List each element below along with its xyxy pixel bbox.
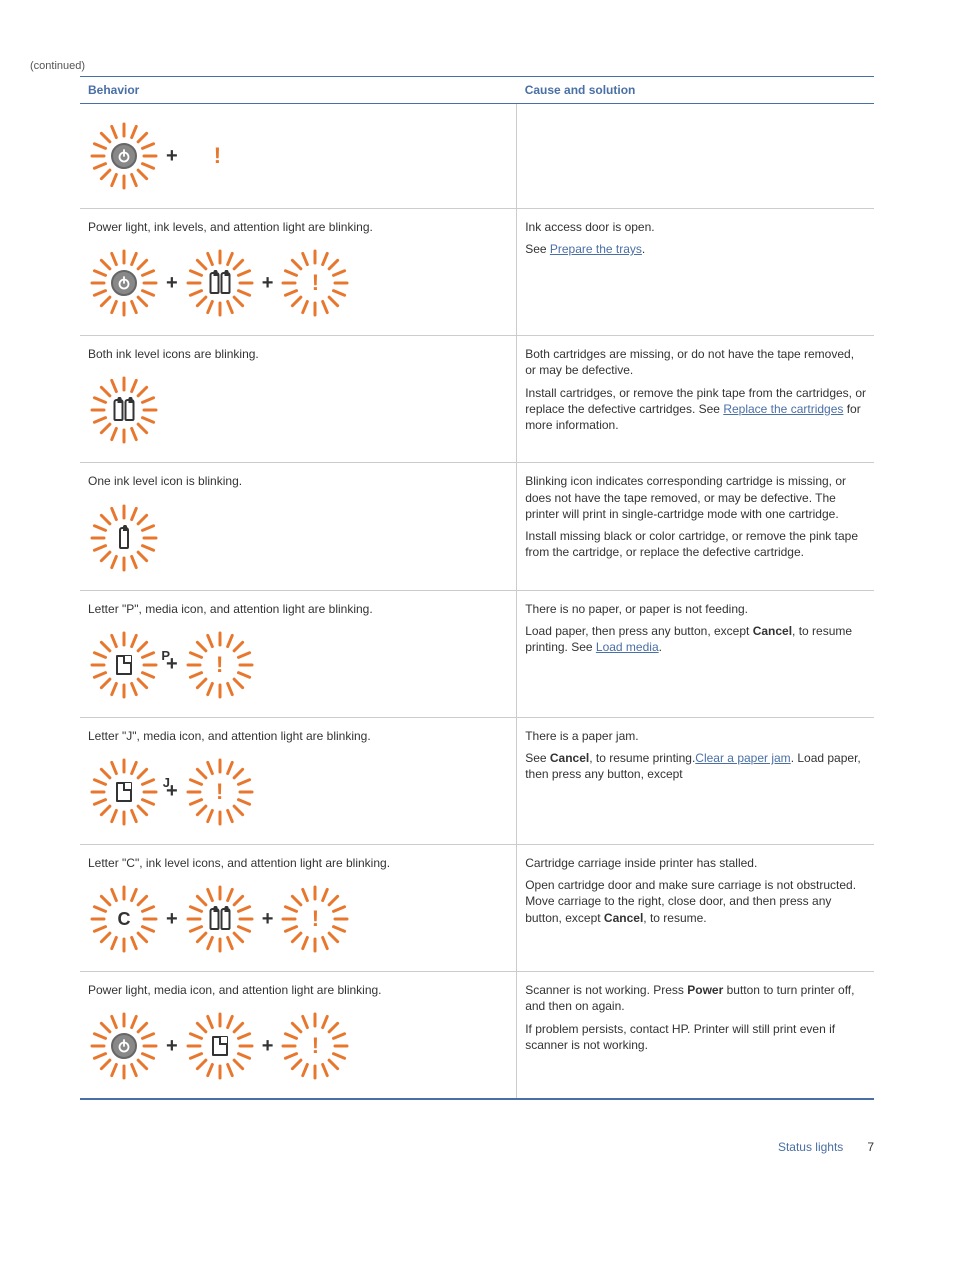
table-row: Power light, media icon, and attention l…	[80, 972, 874, 1100]
icon-row: + +!	[88, 1004, 508, 1088]
table-row: Power light, ink levels, and attention l…	[80, 209, 874, 336]
table-row: Letter "J", media icon, and attention li…	[80, 717, 874, 844]
table-row: One ink level icon is blinking. Blinking …	[80, 463, 874, 590]
icon-row: P+!	[88, 623, 508, 707]
icon-row	[88, 496, 508, 580]
blinking-attn-icon: !	[279, 883, 351, 955]
solution-text: If problem persists, contact HP. Printer…	[525, 1021, 866, 1053]
solution-text: There is a paper jam.	[525, 728, 866, 744]
blinking-power-icon	[88, 120, 160, 192]
doc-link[interactable]: Replace the cartridges	[723, 402, 843, 416]
behavior-text: Both ink level icons are blinking.	[88, 346, 508, 362]
solution-text: See Cancel, to resume printing.Clear a p…	[525, 750, 866, 782]
blinking-attn-icon: !	[279, 247, 351, 319]
table-row: Letter "C", ink level icons, and attenti…	[80, 844, 874, 971]
icon-row	[88, 368, 508, 452]
continued-label: (continued)	[30, 60, 874, 72]
behavior-text: Letter "J", media icon, and attention li…	[88, 728, 508, 744]
solution-text: Open cartridge door and make sure carria…	[525, 877, 866, 926]
plus-icon: +	[166, 906, 178, 933]
plus-icon: +	[262, 906, 274, 933]
table-row: Both ink level icons are blinking. Both c…	[80, 336, 874, 463]
blinking-ink-icon	[184, 883, 256, 955]
blinking-power-icon	[88, 247, 160, 319]
solution-text: Load paper, then press any button, excep…	[525, 623, 866, 655]
blinking-ink-icon	[184, 247, 256, 319]
blinking-media-P-icon: P	[88, 629, 160, 701]
behavior-text: Letter "P", media icon, and attention li…	[88, 601, 508, 617]
solution-text: Cartridge carriage inside printer has st…	[525, 855, 866, 871]
solution-text: Scanner is not working. Press Power butt…	[525, 982, 866, 1014]
solution-text: There is no paper, or paper is not feedi…	[525, 601, 866, 617]
footer-section-label: Status lights	[778, 1140, 843, 1154]
solution-text: Ink access door is open.	[525, 219, 866, 235]
status-lights-table: Behavior Cause and solution +! Power ligh…	[80, 76, 874, 1100]
attention-icon: !	[214, 141, 221, 171]
behavior-text: Power light, ink levels, and attention l…	[88, 219, 508, 235]
icon-row: + +!	[88, 241, 508, 325]
solution-text: Install missing black or color cartridge…	[525, 528, 866, 560]
behavior-text: Letter "C", ink level icons, and attenti…	[88, 855, 508, 871]
blinking-media-icon	[184, 1010, 256, 1082]
plus-icon: +	[166, 1033, 178, 1060]
solution-text: See Prepare the trays.	[525, 241, 866, 257]
icon-row: +!	[88, 114, 508, 198]
blinking-ink-one-icon	[88, 502, 160, 574]
solution-text: Install cartridges, or remove the pink t…	[525, 385, 866, 434]
blinking-letter-C-icon: C	[88, 883, 160, 955]
table-row: +!	[80, 104, 874, 209]
icon-row: J+!	[88, 750, 508, 834]
icon-row: C++!	[88, 877, 508, 961]
blinking-attn-icon: !	[279, 1010, 351, 1082]
plus-icon: +	[166, 143, 178, 170]
table-row: Letter "P", media icon, and attention li…	[80, 590, 874, 717]
behavior-text: One ink level icon is blinking.	[88, 473, 508, 489]
plus-icon: +	[262, 270, 274, 297]
header-cause: Cause and solution	[517, 77, 874, 104]
plus-icon: +	[262, 1033, 274, 1060]
blinking-media-J-icon: J	[88, 756, 160, 828]
doc-link[interactable]: Load media	[596, 640, 659, 654]
doc-link[interactable]: Clear a paper jam	[695, 751, 790, 765]
page-footer: Status lights 7	[80, 1140, 874, 1154]
footer-page-number: 7	[867, 1140, 874, 1154]
plus-icon: +	[166, 270, 178, 297]
blinking-attn-icon: !	[184, 756, 256, 828]
blinking-power-icon	[88, 1010, 160, 1082]
solution-text: Blinking icon indicates corresponding ca…	[525, 473, 866, 522]
behavior-text: Power light, media icon, and attention l…	[88, 982, 508, 998]
header-behavior: Behavior	[80, 77, 517, 104]
doc-link[interactable]: Prepare the trays	[550, 242, 642, 256]
solution-text: Both cartridges are missing, or do not h…	[525, 346, 866, 378]
blinking-attn-icon: !	[184, 629, 256, 701]
blinking-ink-icon	[88, 374, 160, 446]
